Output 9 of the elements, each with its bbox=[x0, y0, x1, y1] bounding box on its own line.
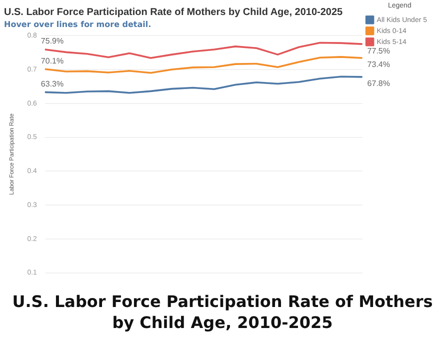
chart-title: U.S. Labor Force Participation Rate of Mothers by Child Age, 2010-2025 bbox=[4, 6, 344, 18]
text: U.S. Labor Force Participation Rate of Mothers by Child Age, 2010-2025 bbox=[11, 291, 434, 333]
data-label: 75.9% bbox=[40, 36, 64, 46]
chart-subtitle: Hover over lines for more detail. bbox=[4, 20, 152, 29]
data-label: 73.4% bbox=[367, 60, 390, 70]
data-label: 63.3% bbox=[40, 79, 64, 88]
data-label: 67.8% bbox=[367, 79, 390, 88]
data-label: 77.5% bbox=[367, 46, 390, 56]
data-label: 70.1% bbox=[40, 56, 64, 66]
